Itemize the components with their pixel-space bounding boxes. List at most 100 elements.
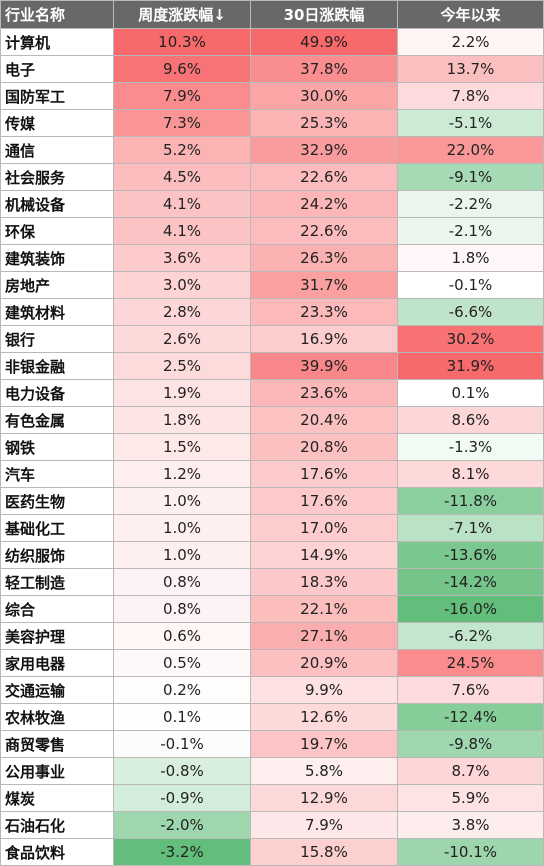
industry-name-cell: 钢铁 xyxy=(0,433,114,461)
d30-change-cell: 20.8% xyxy=(250,433,398,461)
weekly-change-cell: 7.9% xyxy=(113,82,251,110)
ytd-change-cell: -6.6% xyxy=(397,298,544,326)
table-row: 公用事业 -0.8% 5.8% 8.7% xyxy=(0,757,544,785)
weekly-change-cell: 1.9% xyxy=(113,379,251,407)
table-row: 轻工制造 0.8% 18.3% -14.2% xyxy=(0,568,544,596)
industry-name-cell: 轻工制造 xyxy=(0,568,114,596)
d30-change-cell: 23.6% xyxy=(250,379,398,407)
weekly-change-cell: 3.6% xyxy=(113,244,251,272)
d30-change-cell: 22.6% xyxy=(250,163,398,191)
table-row: 电子 9.6% 37.8% 13.7% xyxy=(0,55,544,83)
d30-change-cell: 22.6% xyxy=(250,217,398,245)
d30-change-cell: 5.8% xyxy=(250,757,398,785)
ytd-change-cell: -2.2% xyxy=(397,190,544,218)
d30-change-cell: 24.2% xyxy=(250,190,398,218)
table-row: 银行 2.6% 16.9% 30.2% xyxy=(0,325,544,353)
d30-change-cell: 12.6% xyxy=(250,703,398,731)
table-row: 国防军工 7.9% 30.0% 7.8% xyxy=(0,82,544,110)
ytd-change-cell: 24.5% xyxy=(397,649,544,677)
d30-change-cell: 27.1% xyxy=(250,622,398,650)
ytd-change-cell: 7.6% xyxy=(397,676,544,704)
table-body: 计算机 10.3% 49.9% 2.2% 电子 9.6% 37.8% 13.7% 国防军工 7.9… xyxy=(0,28,544,866)
industry-name-cell: 电力设备 xyxy=(0,379,114,407)
industry-name-cell: 医药生物 xyxy=(0,487,114,515)
d30-change-cell: 26.3% xyxy=(250,244,398,272)
industry-name-cell: 农林牧渔 xyxy=(0,703,114,731)
d30-change-cell: 9.9% xyxy=(250,676,398,704)
table-row: 有色金属 1.8% 20.4% 8.6% xyxy=(0,406,544,434)
ytd-change-cell: -9.1% xyxy=(397,163,544,191)
industry-name-cell: 建筑装饰 xyxy=(0,244,114,272)
industry-name-cell: 银行 xyxy=(0,325,114,353)
table-row: 商贸零售 -0.1% 19.7% -9.8% xyxy=(0,730,544,758)
d30-change-cell: 49.9% xyxy=(250,28,398,56)
weekly-change-cell: 1.5% xyxy=(113,433,251,461)
table-row: 电力设备 1.9% 23.6% 0.1% xyxy=(0,379,544,407)
ytd-change-cell: -5.1% xyxy=(397,109,544,137)
industry-name-cell: 机械设备 xyxy=(0,190,114,218)
table-row: 建筑装饰 3.6% 26.3% 1.8% xyxy=(0,244,544,272)
ytd-change-cell: -13.6% xyxy=(397,541,544,569)
weekly-change-cell: 1.2% xyxy=(113,460,251,488)
weekly-change-cell: 0.8% xyxy=(113,568,251,596)
d30-change-cell: 19.7% xyxy=(250,730,398,758)
d30-change-cell: 14.9% xyxy=(250,541,398,569)
d30-change-cell: 31.7% xyxy=(250,271,398,299)
d30-change-cell: 32.9% xyxy=(250,136,398,164)
d30-change-cell: 12.9% xyxy=(250,784,398,812)
weekly-change-cell: -0.1% xyxy=(113,730,251,758)
table-row: 交通运输 0.2% 9.9% 7.6% xyxy=(0,676,544,704)
industry-name-cell: 石油石化 xyxy=(0,811,114,839)
table-row: 非银金融 2.5% 39.9% 31.9% xyxy=(0,352,544,380)
d30-change-cell: 20.9% xyxy=(250,649,398,677)
industry-name-cell: 房地产 xyxy=(0,271,114,299)
weekly-change-cell: 0.1% xyxy=(113,703,251,731)
weekly-change-cell: 4.1% xyxy=(113,217,251,245)
weekly-change-cell: 1.8% xyxy=(113,406,251,434)
weekly-change-cell: -0.8% xyxy=(113,757,251,785)
industry-name-cell: 环保 xyxy=(0,217,114,245)
ytd-change-cell: -12.4% xyxy=(397,703,544,731)
table-row: 家用电器 0.5% 20.9% 24.5% xyxy=(0,649,544,677)
ytd-change-cell: -7.1% xyxy=(397,514,544,542)
d30-change-cell: 30.0% xyxy=(250,82,398,110)
table-row: 煤炭 -0.9% 12.9% 5.9% xyxy=(0,784,544,812)
d30-change-cell: 23.3% xyxy=(250,298,398,326)
table-row: 环保 4.1% 22.6% -2.1% xyxy=(0,217,544,245)
table-row: 农林牧渔 0.1% 12.6% -12.4% xyxy=(0,703,544,731)
d30-change-cell: 17.0% xyxy=(250,514,398,542)
d30-change-cell: 25.3% xyxy=(250,109,398,137)
industry-name-cell: 有色金属 xyxy=(0,406,114,434)
ytd-change-cell: 30.2% xyxy=(397,325,544,353)
header-30day-change[interactable]: 30日涨跌幅 xyxy=(250,0,398,29)
weekly-change-cell: 4.5% xyxy=(113,163,251,191)
header-industry-name[interactable]: 行业名称 xyxy=(0,0,114,29)
ytd-change-cell: 31.9% xyxy=(397,352,544,380)
table-row: 机械设备 4.1% 24.2% -2.2% xyxy=(0,190,544,218)
weekly-change-cell: 1.0% xyxy=(113,541,251,569)
header-weekly-change[interactable]: 周度涨跌幅↓ xyxy=(113,0,251,29)
industry-name-cell: 建筑材料 xyxy=(0,298,114,326)
weekly-change-cell: 2.5% xyxy=(113,352,251,380)
d30-change-cell: 17.6% xyxy=(250,487,398,515)
industry-name-cell: 通信 xyxy=(0,136,114,164)
industry-name-cell: 非银金融 xyxy=(0,352,114,380)
weekly-change-cell: 0.6% xyxy=(113,622,251,650)
industry-name-cell: 综合 xyxy=(0,595,114,623)
d30-change-cell: 20.4% xyxy=(250,406,398,434)
industry-name-cell: 公用事业 xyxy=(0,757,114,785)
ytd-change-cell: -2.1% xyxy=(397,217,544,245)
industry-name-cell: 商贸零售 xyxy=(0,730,114,758)
d30-change-cell: 16.9% xyxy=(250,325,398,353)
table-row: 美容护理 0.6% 27.1% -6.2% xyxy=(0,622,544,650)
table-row: 医药生物 1.0% 17.6% -11.8% xyxy=(0,487,544,515)
industry-name-cell: 美容护理 xyxy=(0,622,114,650)
ytd-change-cell: -16.0% xyxy=(397,595,544,623)
industry-name-cell: 煤炭 xyxy=(0,784,114,812)
ytd-change-cell: -6.2% xyxy=(397,622,544,650)
weekly-change-cell: 0.2% xyxy=(113,676,251,704)
header-ytd-change[interactable]: 今年以来 xyxy=(397,0,544,29)
weekly-change-cell: 9.6% xyxy=(113,55,251,83)
ytd-change-cell: -11.8% xyxy=(397,487,544,515)
